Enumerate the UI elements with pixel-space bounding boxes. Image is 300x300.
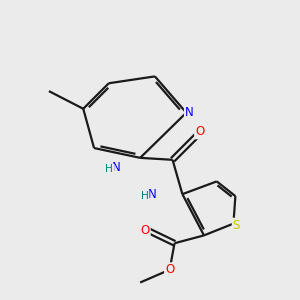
Text: S: S [233, 219, 240, 232]
Text: N: N [185, 106, 194, 119]
Text: O: O [140, 224, 150, 237]
Text: O: O [195, 125, 204, 138]
Text: H: H [141, 190, 148, 201]
Text: N: N [148, 188, 156, 201]
Text: H: H [105, 164, 113, 174]
Text: O: O [165, 263, 174, 276]
Text: N: N [112, 161, 121, 174]
